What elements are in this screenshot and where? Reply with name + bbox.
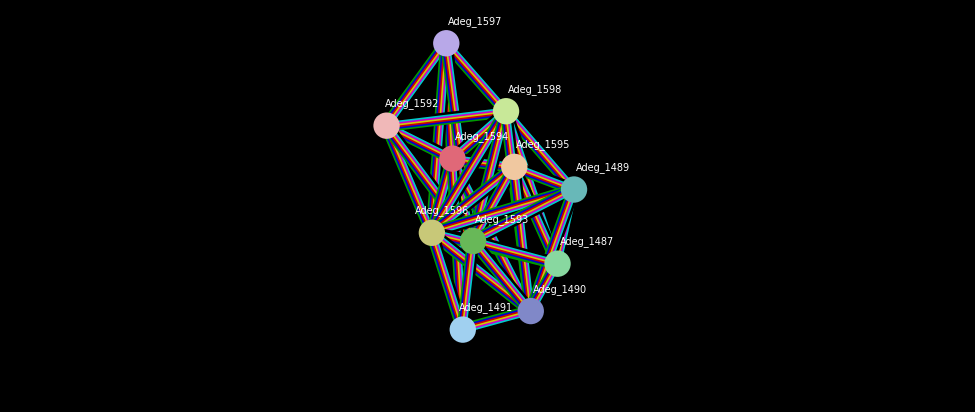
Circle shape <box>561 176 587 203</box>
Circle shape <box>460 228 487 254</box>
Circle shape <box>492 98 520 124</box>
Text: Adeg_1487: Adeg_1487 <box>560 236 614 247</box>
Text: Adeg_1593: Adeg_1593 <box>475 214 529 225</box>
Circle shape <box>418 220 445 246</box>
Text: Adeg_1594: Adeg_1594 <box>454 131 509 142</box>
Text: Adeg_1592: Adeg_1592 <box>384 98 439 109</box>
Text: Adeg_1596: Adeg_1596 <box>415 206 470 216</box>
Circle shape <box>501 154 527 180</box>
Circle shape <box>518 298 544 324</box>
Circle shape <box>449 316 476 343</box>
Circle shape <box>440 145 466 172</box>
Text: Adeg_1490: Adeg_1490 <box>532 284 587 295</box>
Circle shape <box>373 112 400 139</box>
Text: Adeg_1598: Adeg_1598 <box>508 84 563 95</box>
Text: Adeg_1489: Adeg_1489 <box>576 162 630 173</box>
Circle shape <box>433 30 459 56</box>
Text: Adeg_1491: Adeg_1491 <box>458 302 513 313</box>
Circle shape <box>544 250 570 277</box>
Text: Adeg_1595: Adeg_1595 <box>517 140 570 150</box>
Text: Adeg_1597: Adeg_1597 <box>448 16 503 27</box>
